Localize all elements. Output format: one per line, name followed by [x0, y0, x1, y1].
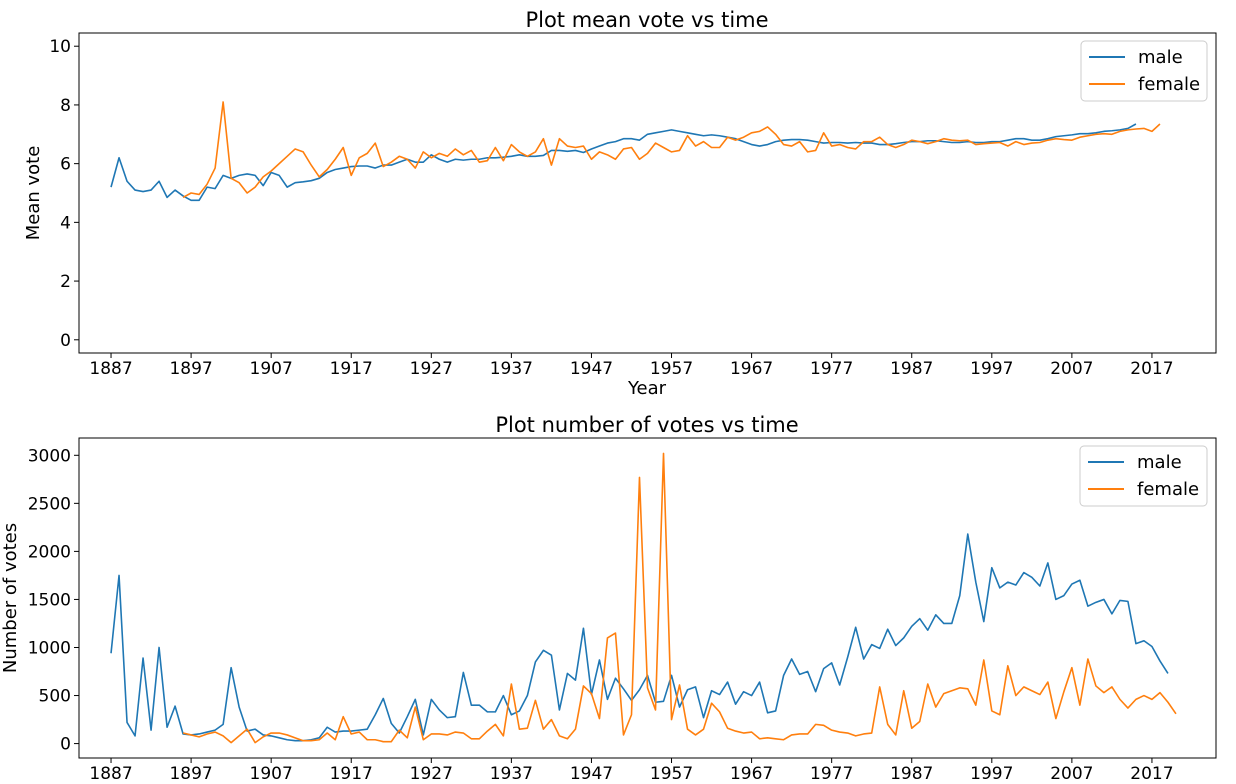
x-tick-label: 1927 [410, 359, 453, 379]
legend-label-male: male [1137, 452, 1182, 473]
mean-vote-chart: Plot mean vote vs time 1887 1897 1907 1917 1… [23, 8, 1217, 399]
x-tick-label: 1997 [970, 764, 1013, 784]
x-tick-label: 1947 [570, 359, 613, 379]
y-tick-label: 4 [60, 213, 71, 233]
y-axis-label: Number of votes [0, 523, 21, 673]
x-tick-label: 1887 [89, 764, 132, 784]
x-tick-label: 2007 [1050, 764, 1093, 784]
legend-label-female: female [1137, 479, 1199, 500]
y-tick-label: 1000 [28, 638, 71, 658]
y-tick-label: 6 [60, 155, 71, 175]
x-tick-label: 1927 [410, 764, 453, 784]
number-of-votes-chart: Plot number of votes vs time 1887 1897 190… [0, 413, 1217, 784]
y-tick-label: 2500 [28, 494, 71, 514]
x-tick-label: 1967 [730, 359, 773, 379]
y-tick-label: 500 [39, 687, 71, 707]
y-tick-label: 8 [60, 96, 71, 116]
legend: male female [1079, 445, 1208, 507]
x-tick-label: 1917 [330, 764, 373, 784]
x-tick-label: 1977 [810, 359, 853, 379]
series-line-male [110, 123, 1137, 202]
legend: male female [1080, 40, 1208, 102]
y-tick-label: 0 [60, 735, 71, 755]
x-tick-label: 1937 [490, 764, 533, 784]
axes-frame [78, 437, 1217, 759]
y-axis: 0 2 4 6 8 10 [49, 37, 79, 351]
x-tick-label: 1947 [570, 764, 613, 784]
y-tick-label: 10 [49, 37, 71, 57]
x-tick-label: 1907 [250, 359, 293, 379]
series-line-female [182, 452, 1177, 744]
x-tick-label: 1997 [970, 359, 1013, 379]
y-tick-label: 0 [60, 331, 71, 351]
x-axis-label: Year [627, 378, 667, 399]
x-tick-label: 1897 [169, 764, 212, 784]
x-axis: 1887 1897 1907 1917 1927 1937 1947 1957 1967 1977… [89, 353, 1174, 379]
chart-title: Plot number of votes vs time [495, 413, 798, 437]
x-tick-label: 1967 [730, 764, 773, 784]
x-tick-label: 2007 [1050, 359, 1093, 379]
x-tick-label: 1887 [89, 359, 132, 379]
x-tick-label: 1957 [650, 359, 693, 379]
x-tick-label: 1907 [250, 764, 293, 784]
plot-area [110, 452, 1177, 744]
x-tick-label: 1977 [810, 764, 853, 784]
y-tick-label: 2000 [28, 542, 71, 562]
series-line-male [110, 533, 1169, 742]
axes-frame [78, 32, 1217, 354]
x-tick-label: 1987 [890, 764, 933, 784]
x-tick-label: 1917 [330, 359, 373, 379]
chart-title: Plot mean vote vs time [525, 8, 768, 32]
x-tick-label: 1987 [890, 359, 933, 379]
y-axis-label: Mean vote [23, 146, 44, 241]
x-tick-label: 1937 [490, 359, 533, 379]
y-axis: 0 500 1000 1500 2000 2500 3000 [28, 446, 79, 755]
x-tick-label: 1897 [169, 359, 212, 379]
series-line-female [182, 101, 1161, 199]
x-tick-label: 2017 [1130, 359, 1173, 379]
legend-label-male: male [1138, 47, 1183, 68]
x-axis: 1887 1897 1907 1917 1927 1937 1947 1957 1967 1977… [89, 758, 1174, 784]
plot-area [110, 101, 1161, 202]
y-tick-label: 1500 [28, 590, 71, 610]
x-tick-label: 2017 [1130, 764, 1173, 784]
legend-label-female: female [1138, 74, 1200, 95]
y-tick-label: 2 [60, 272, 71, 292]
y-tick-label: 3000 [28, 446, 71, 466]
x-tick-label: 1957 [650, 764, 693, 784]
